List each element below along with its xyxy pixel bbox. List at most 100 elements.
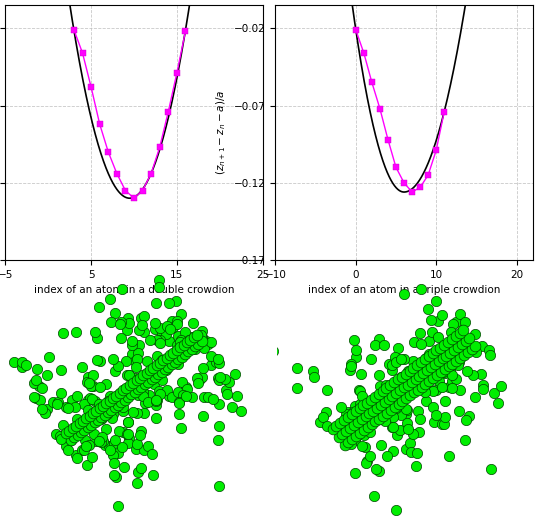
Point [365,452,374,460]
Point [31,375,40,384]
Point [191,342,200,350]
Point [67,436,75,444]
Point [151,373,159,381]
Point [116,319,124,328]
Point [152,373,161,382]
Point [191,345,200,353]
Point [133,479,141,487]
Point [174,332,182,341]
Point [400,383,408,392]
Point [80,400,89,408]
Point [390,391,399,399]
Point [386,406,395,414]
Point [72,328,81,336]
Point [449,319,457,328]
Point [53,398,62,407]
Point [359,426,368,434]
Point [406,439,415,447]
Point [31,394,40,402]
Point [398,372,406,381]
Point [444,362,453,371]
Point [396,426,405,434]
Point [193,341,201,349]
Point [366,427,374,436]
Point [425,337,434,345]
Point [134,385,143,394]
Point [186,336,195,344]
Point [162,354,171,362]
Point [167,393,176,401]
Point [106,446,115,454]
Point [138,392,147,400]
Point [127,391,136,399]
Point [322,386,331,394]
Point [463,348,472,356]
Point [174,360,183,369]
Point [73,392,82,400]
Point [182,339,191,347]
Point [351,407,360,415]
Point [22,361,31,369]
Point [93,356,101,365]
Point [179,391,188,399]
Point [434,357,443,366]
Point [122,384,131,392]
Point [91,328,100,336]
Point [145,391,154,399]
Point [134,468,143,476]
Point [407,378,416,386]
Point [103,409,111,418]
Point [118,403,127,411]
Point [81,436,89,445]
Point [96,437,105,446]
Point [78,363,87,371]
Point [207,337,216,346]
Point [59,329,67,337]
Point [332,422,341,430]
Point [447,343,456,351]
Point [157,359,166,367]
Point [384,395,393,403]
Point [394,400,403,408]
Point [446,328,455,336]
Point [158,375,167,384]
Point [148,450,157,458]
Point [428,349,437,357]
Point [94,436,103,445]
Point [346,362,355,370]
Point [100,409,108,418]
Point [125,318,133,327]
Point [52,430,61,438]
Point [206,361,215,369]
Point [457,340,466,348]
Point [139,311,148,320]
Point [375,414,384,423]
Point [56,432,65,440]
Point [118,285,126,293]
Point [132,363,140,371]
Point [221,374,229,383]
Point [123,371,132,379]
Point [97,413,106,422]
Point [78,446,87,454]
Point [308,367,317,375]
Point [382,381,391,389]
Point [350,335,359,344]
Point [154,283,163,291]
Point [81,442,90,450]
Point [65,427,74,435]
Point [223,390,231,398]
Point [455,329,464,337]
Point [454,348,462,357]
Point [387,366,396,374]
Point [417,358,426,366]
Point [155,276,164,284]
Point [375,466,384,475]
Point [174,355,183,363]
Point [359,431,368,439]
Point [140,399,149,408]
Point [132,376,141,384]
Point [147,375,156,383]
Point [485,351,494,359]
Point [346,360,355,368]
